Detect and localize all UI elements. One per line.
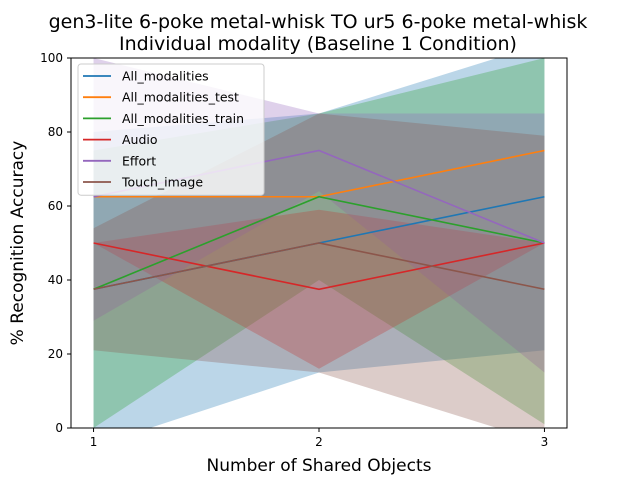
legend-label: Audio — [122, 132, 158, 147]
legend-label: Touch_image — [121, 175, 203, 190]
x-axis-label: Number of Shared Objects — [207, 456, 432, 476]
x-tick-label: 3 — [541, 435, 549, 449]
y-tick-label: 80 — [48, 125, 63, 139]
series-lines — [93, 149, 545, 291]
legend-label: All_modalities_train — [122, 111, 244, 126]
series-line-4 — [93, 242, 545, 291]
legend: All_modalities All_modalities_test All_mod… — [77, 63, 265, 196]
y-axis-ticks: 0 20 40 60 80 100 — [40, 51, 71, 435]
y-tick-label: 0 — [55, 421, 63, 435]
x-tick-label: 1 — [90, 435, 98, 449]
x-axis-ticks: 1 2 3 — [90, 428, 549, 449]
legend-frame — [77, 63, 265, 196]
y-tick-label: 40 — [48, 273, 63, 287]
y-axis-label: % Recognition Accuracy — [8, 141, 28, 346]
legend-label: All_modalities — [122, 69, 209, 84]
y-tick-label: 20 — [48, 347, 63, 361]
y-tick-label: 100 — [40, 51, 63, 65]
legend-label: Effort — [122, 153, 156, 168]
x-tick-label: 2 — [315, 435, 323, 449]
y-tick-label: 60 — [48, 199, 63, 213]
legend-label: All_modalities_test — [122, 90, 239, 105]
chart-subtitle: Individual modality (Baseline 1 Conditio… — [119, 33, 517, 55]
series-line-6 — [93, 242, 545, 291]
chart-title: gen3-lite 6-poke metal-whisk TO ur5 6-po… — [49, 11, 588, 33]
